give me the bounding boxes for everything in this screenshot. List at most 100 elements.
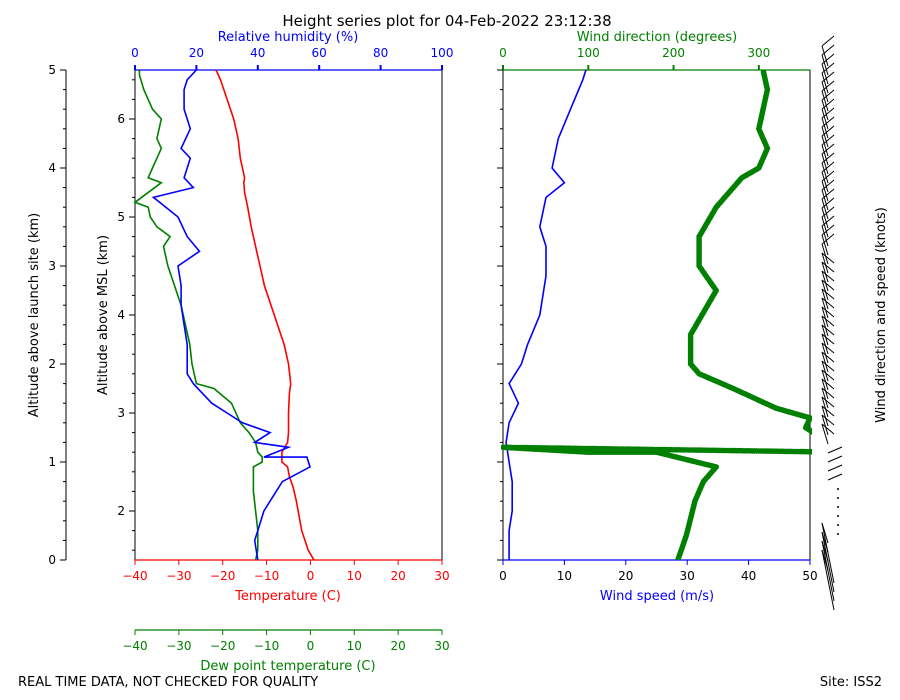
wind-direction-point	[819, 435, 825, 441]
barb-flag	[821, 360, 835, 372]
barb-flag	[821, 324, 835, 336]
barb-flag	[821, 306, 835, 318]
dewpoint-tick-label: −30	[166, 639, 191, 653]
speed-tick-label: 10	[557, 569, 572, 583]
alt-site-tick-label: 3	[48, 259, 56, 273]
dewpoint-axis-label: Dew point temperature (C)	[200, 659, 375, 674]
barb	[821, 261, 835, 283]
barb-staff	[821, 378, 829, 400]
alt-site-axis-label: Altitude above launch site (km)	[27, 213, 42, 417]
barb-staff	[827, 464, 843, 472]
barb-staff	[821, 153, 829, 175]
temperature-tick-label: −40	[122, 569, 147, 583]
barb-staff	[821, 189, 829, 211]
barb-staff	[821, 144, 829, 166]
barb-calm	[837, 506, 839, 508]
alt-site-tick-label: 2	[48, 357, 56, 371]
temperature-axis-label: Temperature (C)	[234, 589, 341, 604]
barb-flag	[821, 270, 835, 282]
wind-direction-point	[817, 449, 823, 455]
barb-staff	[821, 261, 829, 283]
alt-site-tick-label: 1	[48, 455, 56, 469]
barb-flag	[821, 279, 835, 291]
wind-direction-point	[814, 432, 820, 438]
barb-flag	[821, 297, 835, 309]
temperature-tick-label: −10	[254, 569, 279, 583]
rh-tick-label: 60	[312, 46, 327, 60]
barb-flag	[821, 522, 835, 584]
barb	[821, 333, 835, 355]
barb-staff	[821, 180, 829, 202]
barb-staff	[821, 243, 829, 265]
dewpoint-tick-label: 30	[434, 639, 449, 653]
barb-staff	[821, 54, 829, 76]
barb-staff	[821, 216, 829, 238]
relative-humidity-line	[151, 69, 311, 561]
barb-staff	[821, 126, 829, 148]
barb	[821, 423, 835, 445]
barb-staff	[821, 387, 829, 409]
wind-direction-point	[816, 433, 822, 439]
barb-staff	[827, 455, 843, 463]
rh-axis-label: Relative humidity (%)	[218, 30, 359, 45]
barb-flag	[821, 378, 835, 390]
speed-tick-label: 40	[741, 569, 756, 583]
barb-staff	[821, 414, 829, 436]
rh-tick-label: 20	[189, 46, 204, 60]
barb	[821, 297, 835, 319]
alt-site-tick-label: 5	[48, 63, 56, 77]
thermo-frame	[134, 69, 443, 561]
barb-calm	[837, 488, 839, 490]
temperature-line	[215, 69, 315, 561]
alt-msl-axis-label: Altitude above MSL (km)	[96, 235, 111, 395]
alt-msl-tick-label: 2	[117, 504, 125, 518]
barb-staff	[821, 252, 829, 274]
barb-flag	[821, 35, 835, 47]
barb-calm	[837, 515, 839, 517]
dew-point-line	[133, 70, 263, 561]
barb-flag	[821, 387, 835, 399]
alt-site-tick-label: 0	[48, 553, 56, 567]
barb-flag	[821, 405, 835, 417]
alt-msl-tick-label: 4	[117, 308, 125, 322]
barb-flag	[821, 414, 835, 426]
barb-staff	[821, 315, 829, 337]
speed-tick-label: 0	[499, 569, 507, 583]
wind-direction-point	[760, 70, 767, 75]
rh-tick-label: 80	[373, 46, 388, 60]
wind-direction-point	[815, 449, 821, 455]
dewpoint-tick-label: −10	[254, 639, 279, 653]
barb-staff	[821, 63, 829, 85]
barb-calm	[837, 524, 839, 526]
barb-staff	[821, 396, 829, 418]
dewpoint-tick-label: 10	[347, 639, 362, 653]
barb-flag	[821, 396, 835, 408]
barb	[821, 288, 835, 310]
barb-flag	[821, 351, 835, 363]
temperature-tick-label: −20	[210, 569, 235, 583]
barb-staff	[821, 234, 829, 256]
barb-flag	[821, 333, 835, 345]
barb	[821, 369, 835, 391]
barb	[821, 252, 835, 274]
barb-staff	[821, 306, 829, 328]
barb-staff	[827, 446, 843, 454]
wind-direction-point	[824, 449, 830, 455]
wind-direction-point	[810, 449, 812, 455]
speed-tick-label: 30	[680, 569, 695, 583]
barb-staff	[821, 405, 829, 427]
direction-tick-label: 100	[577, 46, 600, 60]
wind-direction-point	[822, 449, 828, 455]
barb-flag	[821, 315, 835, 327]
rh-tick-label: 0	[131, 46, 139, 60]
barb-calm	[837, 533, 839, 535]
barb	[821, 387, 835, 409]
barb	[821, 378, 835, 400]
barb	[821, 396, 835, 418]
barb	[821, 315, 835, 337]
temperature-tick-label: 30	[434, 569, 449, 583]
barb-staff	[821, 342, 829, 364]
barb-staff	[821, 135, 829, 157]
barb-staff	[821, 117, 829, 139]
